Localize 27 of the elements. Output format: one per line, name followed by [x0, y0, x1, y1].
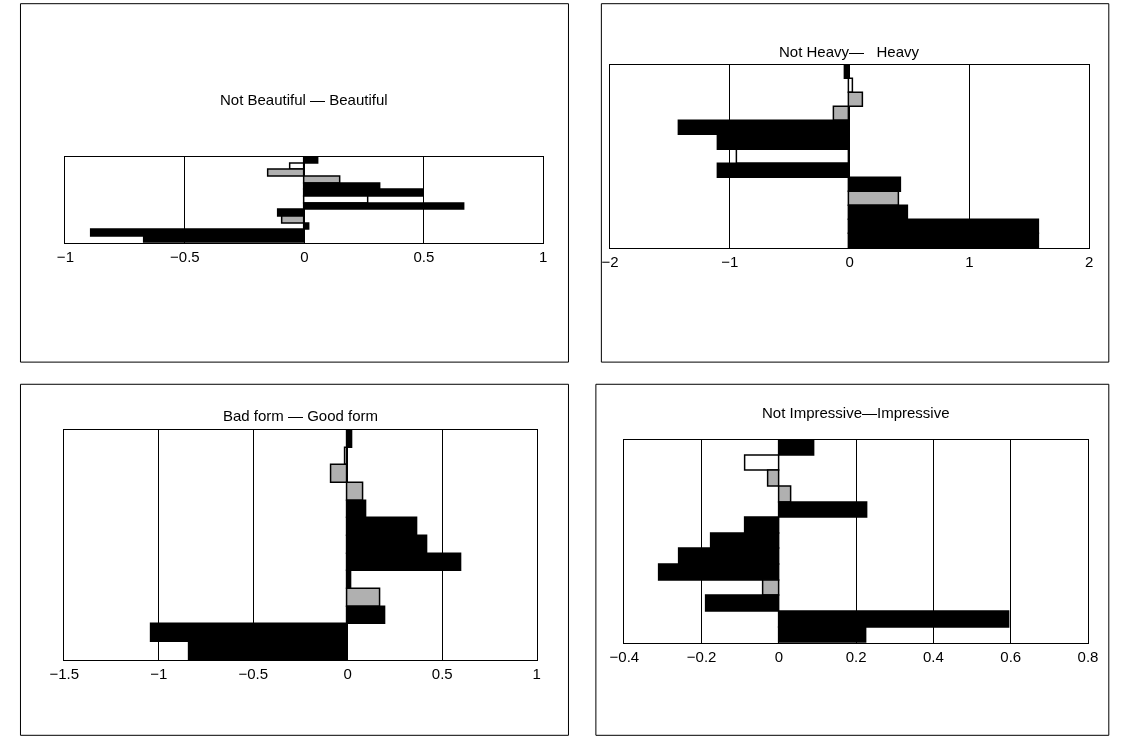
chart-title: Not Impressive—Impressive [762, 404, 950, 421]
x-tick-label: 1 [532, 664, 541, 682]
x-tick-label: −0.5 [170, 248, 200, 266]
x-tick-label: 0 [845, 253, 854, 271]
x-tick-label: 0.4 [923, 647, 944, 665]
x-tick-label: 0.5 [431, 664, 453, 682]
x-tick-label: 0 [774, 647, 784, 665]
x-tick-label: −1 [150, 664, 168, 682]
x-tick-label: 0 [300, 248, 309, 266]
x-tick-label: −0.4 [609, 647, 640, 665]
x-tick-label: 1 [539, 248, 548, 266]
x-tick-label: −2 [601, 253, 619, 271]
chart-title: Not Beautiful — Beautiful [220, 91, 388, 108]
x-tick-label: 0.5 [413, 248, 435, 266]
chart-title: Bad form — Good form [223, 407, 379, 424]
x-tick-label: −0.2 [686, 647, 717, 665]
chart-title: Not Heavy— Heavy [779, 43, 920, 60]
x-tick-label: 0.6 [1000, 647, 1022, 665]
x-tick-label: −1 [56, 248, 74, 266]
x-tick-label: 2 [1084, 253, 1094, 271]
x-tick-label: 0.2 [845, 647, 867, 665]
x-tick-label: −1 [721, 253, 739, 271]
x-tick-label: 0 [343, 664, 352, 682]
x-tick-label: −1.5 [49, 664, 80, 682]
x-tick-label: 0.8 [1077, 647, 1099, 665]
x-tick-label: −0.5 [238, 664, 269, 682]
x-tick-label: 1 [965, 253, 974, 271]
